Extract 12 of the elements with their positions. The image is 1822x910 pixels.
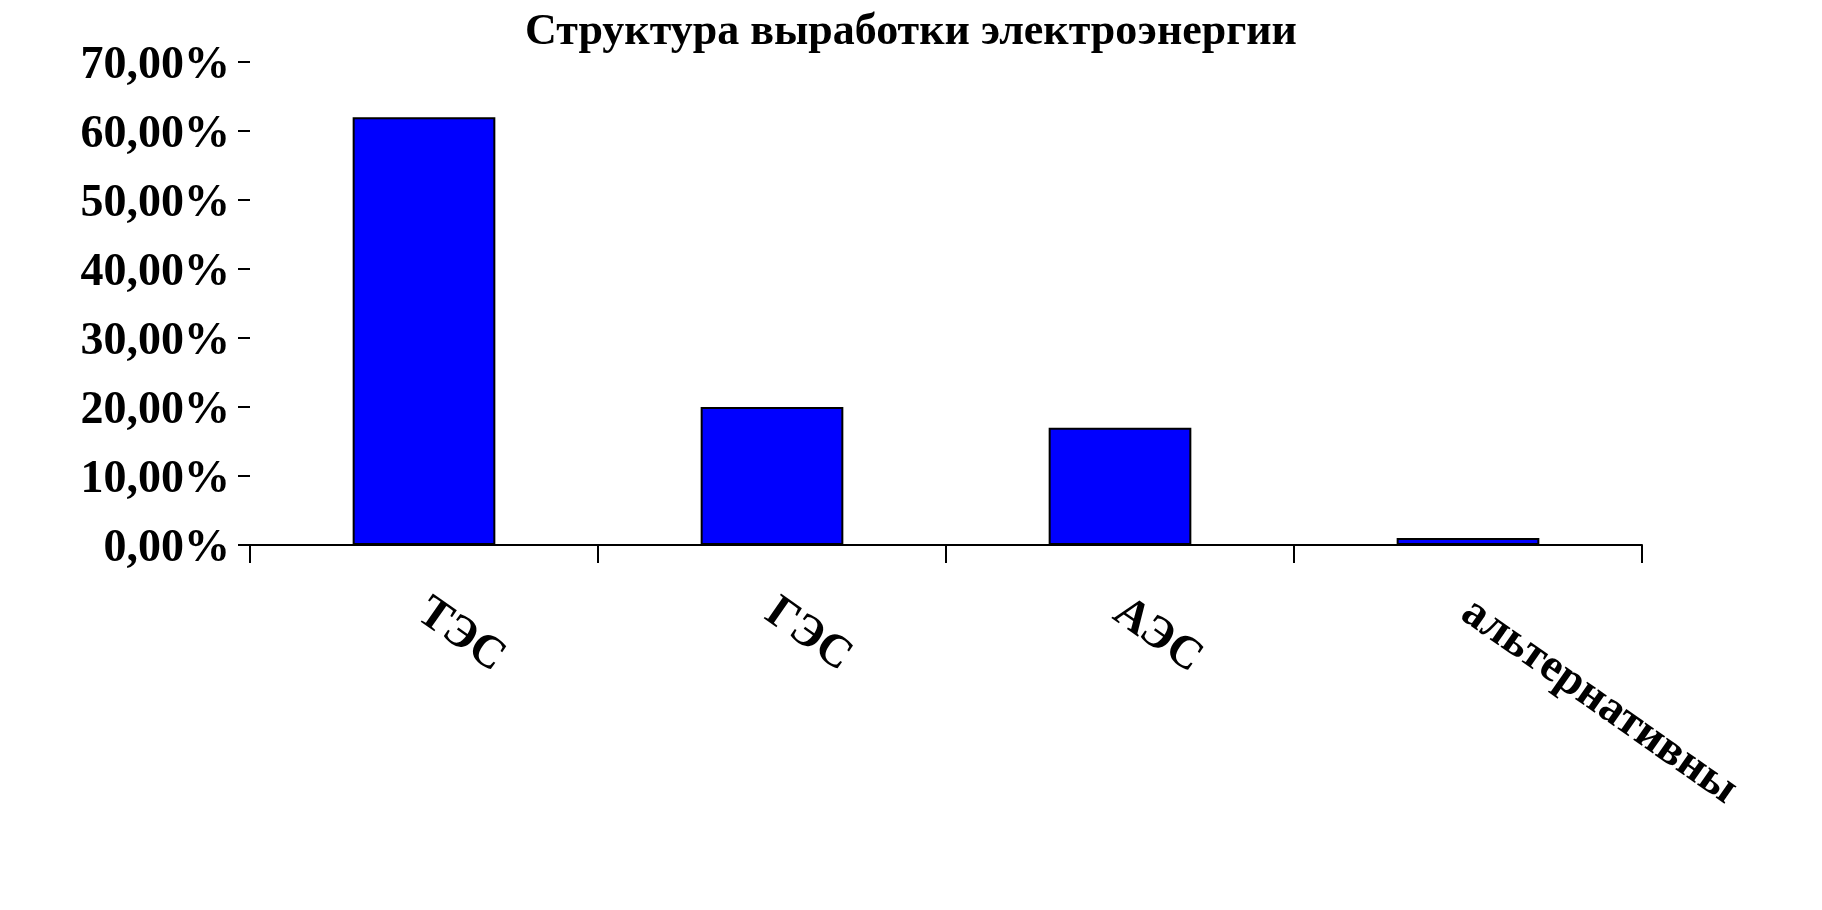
y-tick-label: 30,00% [80, 312, 230, 364]
y-tick-label: 10,00% [80, 450, 230, 502]
y-tick-label: 0,00% [103, 519, 230, 571]
x-tick-label: ГЭС [757, 584, 864, 680]
y-tick-label: 20,00% [80, 381, 230, 433]
y-tick-label: 70,00% [80, 36, 230, 88]
y-tick-label: 50,00% [80, 174, 230, 226]
x-tick-label: АЭС [1105, 584, 1214, 682]
y-tick-label: 60,00% [80, 105, 230, 157]
x-tick-label: ТЭС [409, 584, 517, 681]
chart-title: Структура выработки электроэнергии [525, 4, 1297, 54]
y-tick-label: 40,00% [80, 243, 230, 295]
